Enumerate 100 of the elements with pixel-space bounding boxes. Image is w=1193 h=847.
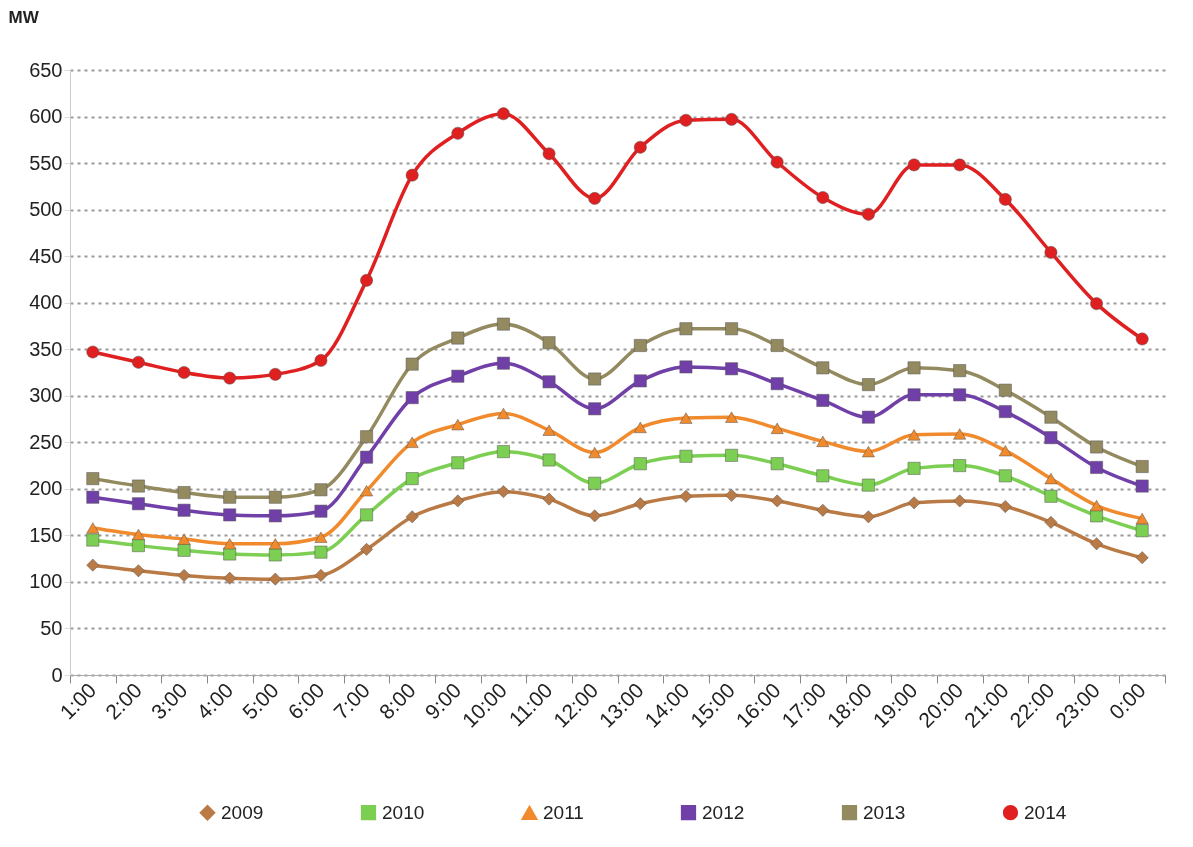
y-tick-label: 650 [29,58,63,81]
point [725,362,738,376]
point [998,405,1012,418]
point [132,497,145,511]
point [542,375,556,389]
point [1044,246,1058,259]
point [679,489,693,503]
point [542,453,556,467]
point [497,317,510,331]
point [725,411,738,423]
point [360,508,373,522]
point [268,509,282,523]
y-tick-label: 150 [29,523,63,546]
y-tick-label: 350 [29,337,63,360]
point [268,538,282,550]
point [223,538,237,550]
point [86,558,100,572]
point [132,528,145,541]
point [1044,489,1058,503]
point [314,569,328,582]
point [816,361,830,375]
point [816,469,830,483]
point [679,360,693,374]
point [497,107,510,121]
y-tick-label: 450 [29,244,63,267]
point [177,486,191,499]
point [132,564,145,578]
y-tick-label: 250 [29,430,63,453]
y-axis-title: MW [8,7,40,27]
point [451,494,465,508]
point [725,488,738,502]
point [816,191,830,204]
point [907,496,921,510]
point [953,428,967,440]
legend-label: 2013 [863,801,906,823]
point [223,508,237,522]
x-tick-label: 5:00 [237,678,283,724]
point [405,472,419,485]
point [588,192,602,205]
point [1044,515,1058,529]
point [405,436,419,448]
point [588,476,602,490]
point [223,571,237,585]
point [360,273,373,287]
point [405,168,419,182]
point [223,371,237,385]
point [314,545,328,559]
x-tick-label: 7:00 [328,678,375,724]
point [770,339,784,352]
point [953,158,967,172]
point [132,479,145,493]
point [1135,513,1149,525]
point [862,378,875,391]
point [1135,524,1149,538]
point [542,424,556,436]
point [1090,537,1103,551]
point [542,336,556,350]
point [360,542,373,556]
point [451,126,465,140]
point [862,510,875,524]
point [268,490,282,504]
point [497,445,510,458]
point [816,435,830,447]
point [177,543,191,557]
point [1044,410,1058,424]
point [360,485,373,497]
point [223,490,237,504]
point [725,448,738,462]
point [998,500,1012,513]
legend-label: 2014 [1024,801,1067,823]
point [816,503,830,517]
point [998,193,1012,206]
point [268,548,282,562]
point [633,140,647,154]
point [1044,431,1058,445]
point [177,503,191,517]
point [1090,461,1103,474]
point [314,504,328,518]
point [451,419,465,431]
x-tick-label: 3:00 [146,678,192,724]
point [770,422,784,434]
point [770,494,784,508]
legend-label: 2011 [543,802,584,824]
point [177,569,191,582]
point [679,322,693,336]
point [1044,473,1058,485]
point [907,158,921,172]
y-tick-label: 300 [29,384,63,407]
point [86,533,100,547]
point [953,364,967,378]
point [998,445,1012,457]
point [953,494,967,508]
point [86,472,100,485]
point [132,355,145,369]
x-tick-label: 0:00 [1104,678,1150,724]
point [588,372,602,386]
point [907,429,921,441]
point [679,412,693,424]
point [907,388,921,402]
point [907,361,921,375]
